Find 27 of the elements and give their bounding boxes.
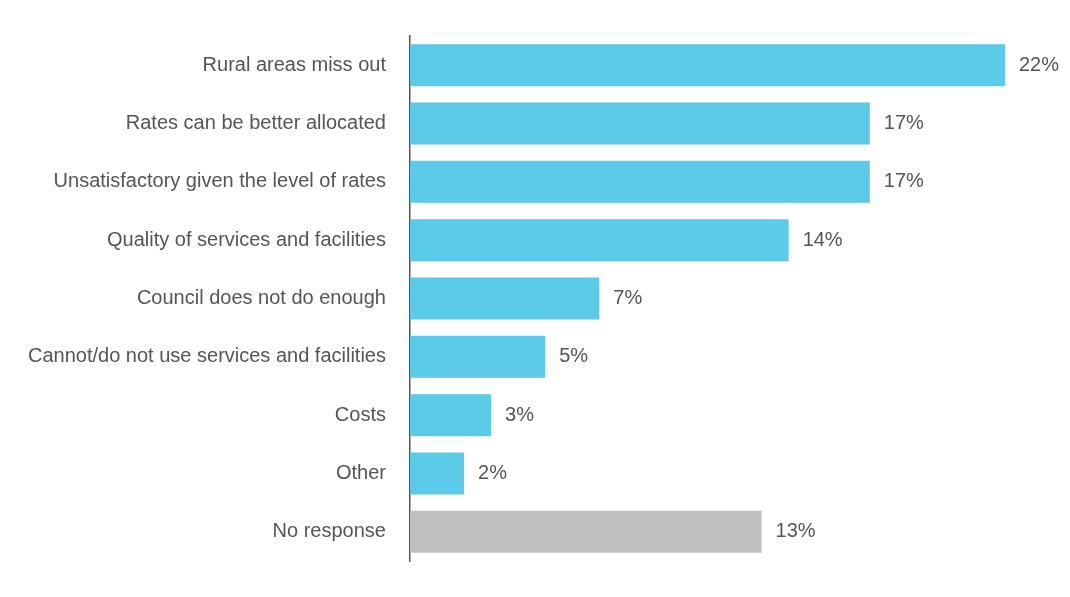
data-label: 7% (613, 286, 643, 309)
data-label: 17% (883, 169, 925, 192)
y-tick-label: Rates can be better allocated (125, 111, 386, 134)
bar (409, 277, 600, 320)
data-label: 3% (505, 402, 535, 425)
bar (409, 219, 789, 262)
y-tick-label: Quality of services and facilities (106, 227, 386, 250)
y-tick-label: Costs (334, 402, 386, 425)
data-label: 13% (775, 519, 816, 542)
bar (409, 452, 465, 495)
bar (409, 102, 870, 145)
bar (409, 510, 762, 553)
data-label: 22% (1019, 52, 1060, 75)
bar (409, 335, 546, 378)
y-tick-label: Other (335, 461, 387, 484)
y-tick-label: Cannot/do not use services and facilities (27, 344, 386, 367)
data-label: 14% (802, 227, 843, 250)
data-label: 17% (883, 111, 925, 134)
y-tick-label: Council does not do enough (136, 286, 386, 309)
data-label: 2% (478, 461, 508, 484)
y-tick-label: No response (272, 519, 386, 542)
bar (409, 160, 870, 203)
data-label: 5% (559, 344, 589, 367)
bar (409, 394, 492, 437)
y-tick-label: Rural areas miss out (202, 52, 387, 75)
y-tick-label: Unsatisfactory given the level of rates (53, 169, 386, 192)
bar (409, 44, 1005, 87)
